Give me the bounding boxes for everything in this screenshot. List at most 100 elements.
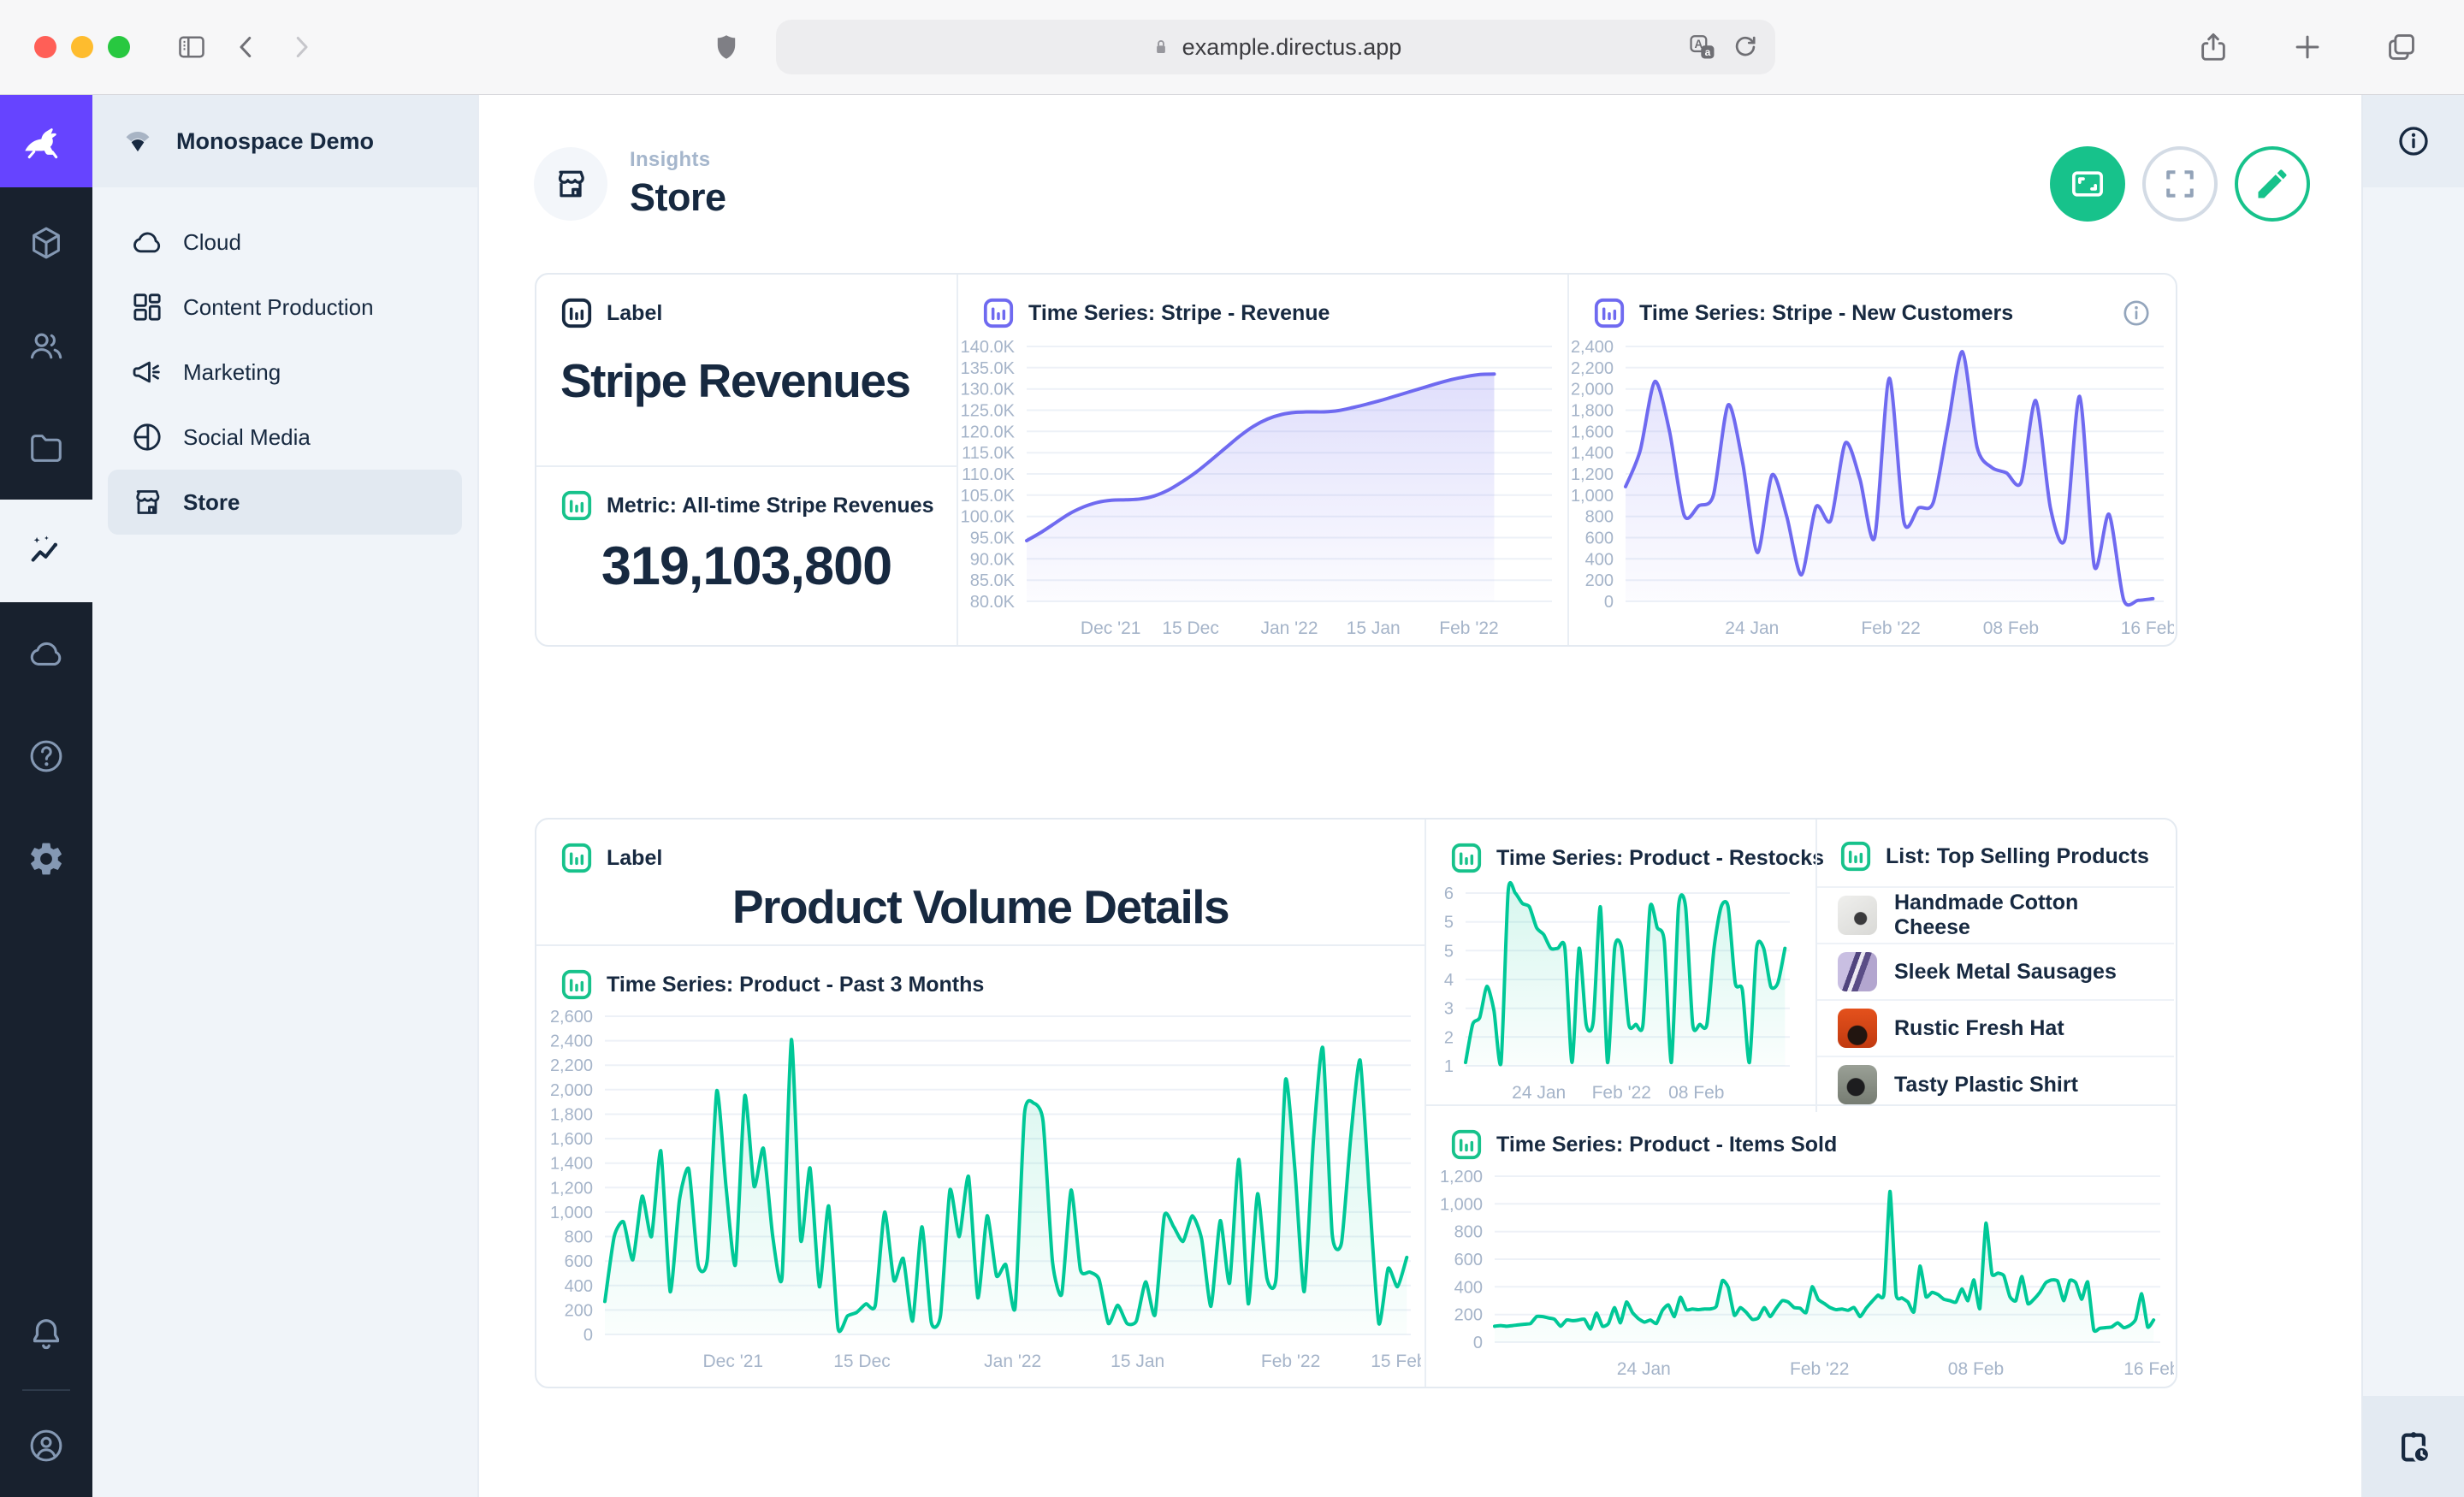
sidebar-item-marketing[interactable]: Marketing: [108, 340, 462, 405]
svg-text:800: 800: [565, 1228, 593, 1247]
present-mode-button[interactable]: [2050, 146, 2125, 222]
svg-text:Feb '22: Feb '22: [1592, 1083, 1651, 1103]
fullscreen-icon: [2166, 170, 2194, 198]
sidebar-item-label: Content Production: [183, 293, 374, 320]
dashboard-icon-circle: [534, 147, 607, 221]
info-icon[interactable]: [2121, 298, 2152, 328]
reload-icon[interactable]: [1731, 33, 1760, 62]
back-button[interactable]: [231, 32, 262, 62]
module-insights-icon[interactable]: [0, 500, 92, 602]
svg-text:2,400: 2,400: [550, 1033, 593, 1051]
svg-text:5: 5: [1444, 914, 1454, 932]
sidebar-item-store[interactable]: Store: [108, 470, 462, 535]
svg-text:1,600: 1,600: [1571, 423, 1614, 441]
breadcrumb[interactable]: Insights: [630, 148, 711, 171]
svg-text:24 Jan: 24 Jan: [1512, 1083, 1566, 1103]
sidebar-item-label: Store: [183, 488, 240, 515]
list-item: Tasty Plastic Shirt: [1817, 1057, 2174, 1112]
module-help-icon[interactable]: [0, 705, 92, 808]
panel-top-selling-products: List: Top Selling Products Handmade Cott…: [1815, 820, 2174, 1112]
new-tab-icon[interactable]: [2291, 31, 2324, 63]
bar-chart-panel-icon: [561, 298, 592, 328]
svg-text:08 Feb: 08 Feb: [1948, 1359, 2004, 1379]
list-item: Handmade Cotton Cheese: [1817, 888, 2174, 944]
tabs-overview-icon[interactable]: [2385, 31, 2418, 63]
sidebar-item-content-production[interactable]: Content Production: [108, 275, 462, 340]
panel-title: Time Series: Stripe - New Customers: [1639, 300, 2014, 325]
sidebar-item-cloud[interactable]: Cloud: [108, 210, 462, 275]
svg-text:1,200: 1,200: [1571, 465, 1614, 484]
activity-log-section[interactable]: [2363, 1396, 2464, 1497]
svg-text:08 Feb: 08 Feb: [1668, 1083, 1724, 1103]
module-users-icon[interactable]: [0, 294, 92, 397]
module-cloud-icon[interactable]: [0, 602, 92, 705]
module-content-icon[interactable]: [0, 192, 92, 294]
past-3-months-chart: 2,600 2,400 2,200 2,000 1,800 1,600 1,400 1,200…: [550, 1008, 1421, 1371]
sidebar-item-social-media[interactable]: Social Media: [108, 405, 462, 470]
new-customers-chart: 2,400 2,200 2,000 1,800 1,600 1,400 1,200 1,000…: [1571, 338, 2174, 638]
share-icon[interactable]: [2197, 31, 2230, 63]
svg-text:400: 400: [1454, 1278, 1483, 1297]
svg-text:08 Feb: 08 Feb: [1983, 618, 2039, 638]
svg-text:400: 400: [1585, 550, 1614, 569]
panel-group-stripe: Label Stripe Revenues Metric: All-time S…: [535, 273, 2177, 647]
zoom-window-button[interactable]: [108, 36, 130, 58]
svg-text:2,200: 2,200: [550, 1056, 593, 1075]
project-name: Monospace Demo: [176, 127, 375, 154]
svg-text:1,800: 1,800: [550, 1106, 593, 1125]
clipboard-clock-icon: [2402, 1432, 2431, 1464]
svg-text:85.0K: 85.0K: [970, 571, 1016, 590]
label-text: Stripe Revenues: [560, 354, 911, 407]
svg-text:Jan '22: Jan '22: [984, 1352, 1041, 1371]
panel-label-stripe: Label Stripe Revenues: [536, 275, 957, 467]
svg-text:2,000: 2,000: [1571, 381, 1614, 399]
minimize-window-button[interactable]: [71, 36, 93, 58]
svg-text:135.0K: 135.0K: [961, 359, 1016, 378]
storefront-icon: [558, 170, 584, 198]
cloud-icon: [133, 232, 161, 253]
svg-text:0: 0: [583, 1326, 593, 1345]
sidebar-info-section[interactable]: [2363, 95, 2464, 187]
list-item: Rustic Fresh Hat: [1817, 1001, 2174, 1057]
svg-text:1,200: 1,200: [1440, 1168, 1483, 1186]
edit-dashboard-button[interactable]: [2235, 146, 2310, 222]
svg-text:2,200: 2,200: [1571, 359, 1614, 378]
fullscreen-button[interactable]: [2142, 146, 2218, 222]
svg-text:24 Jan: 24 Jan: [1617, 1359, 1671, 1379]
svg-text:115.0K: 115.0K: [962, 444, 1016, 463]
svg-text:1,800: 1,800: [1571, 402, 1614, 421]
svg-text:1: 1: [1444, 1057, 1454, 1076]
svg-text:1,200: 1,200: [550, 1179, 593, 1198]
product-thumbnail: [1838, 1009, 1877, 1048]
close-window-button[interactable]: [34, 36, 56, 58]
svg-text:1,400: 1,400: [1571, 444, 1614, 463]
svg-text:Feb '22: Feb '22: [1861, 618, 1920, 638]
module-files-icon[interactable]: [0, 397, 92, 500]
svg-text:125.0K: 125.0K: [961, 402, 1016, 421]
sidebar-toggle-icon[interactable]: [176, 32, 207, 62]
project-gauge-icon: [126, 131, 150, 152]
items-sold-chart: 1,200 1,000 800 600 400 200 0 24 Jan Feb '22 08 F…: [1440, 1168, 2174, 1379]
forward-button[interactable]: [286, 32, 317, 62]
directus-rabbit-logo[interactable]: [0, 95, 92, 187]
divider: [22, 1389, 70, 1391]
privacy-shield-icon[interactable]: [711, 32, 742, 62]
svg-text:200: 200: [1585, 571, 1614, 590]
traffic-lights: [34, 36, 130, 58]
bar-chart-panel-icon: [1594, 298, 1625, 328]
svg-text:140.0K: 140.0K: [961, 338, 1016, 357]
svg-text:200: 200: [565, 1301, 593, 1320]
revenue-chart: 140.0K 135.0K 130.0K 125.0K 120.0K 115.0K 110.…: [961, 338, 1552, 638]
notifications-bell-icon[interactable]: [0, 1283, 92, 1386]
svg-text:5: 5: [1444, 942, 1454, 961]
product-name: Tasty Plastic Shirt: [1894, 1072, 2078, 1097]
user-avatar-icon[interactable]: [0, 1394, 92, 1497]
project-bar[interactable]: Monospace Demo: [92, 95, 477, 187]
restocks-chart: 6 5 5 4 3 2 1 24 Jan Feb '22 08 Feb: [1444, 881, 1790, 1103]
url-text: example.directus.app: [1182, 33, 1402, 60]
svg-text:Jan '22: Jan '22: [1260, 618, 1318, 638]
product-name: Rustic Fresh Hat: [1894, 1015, 2064, 1040]
module-settings-icon[interactable]: [0, 808, 92, 910]
